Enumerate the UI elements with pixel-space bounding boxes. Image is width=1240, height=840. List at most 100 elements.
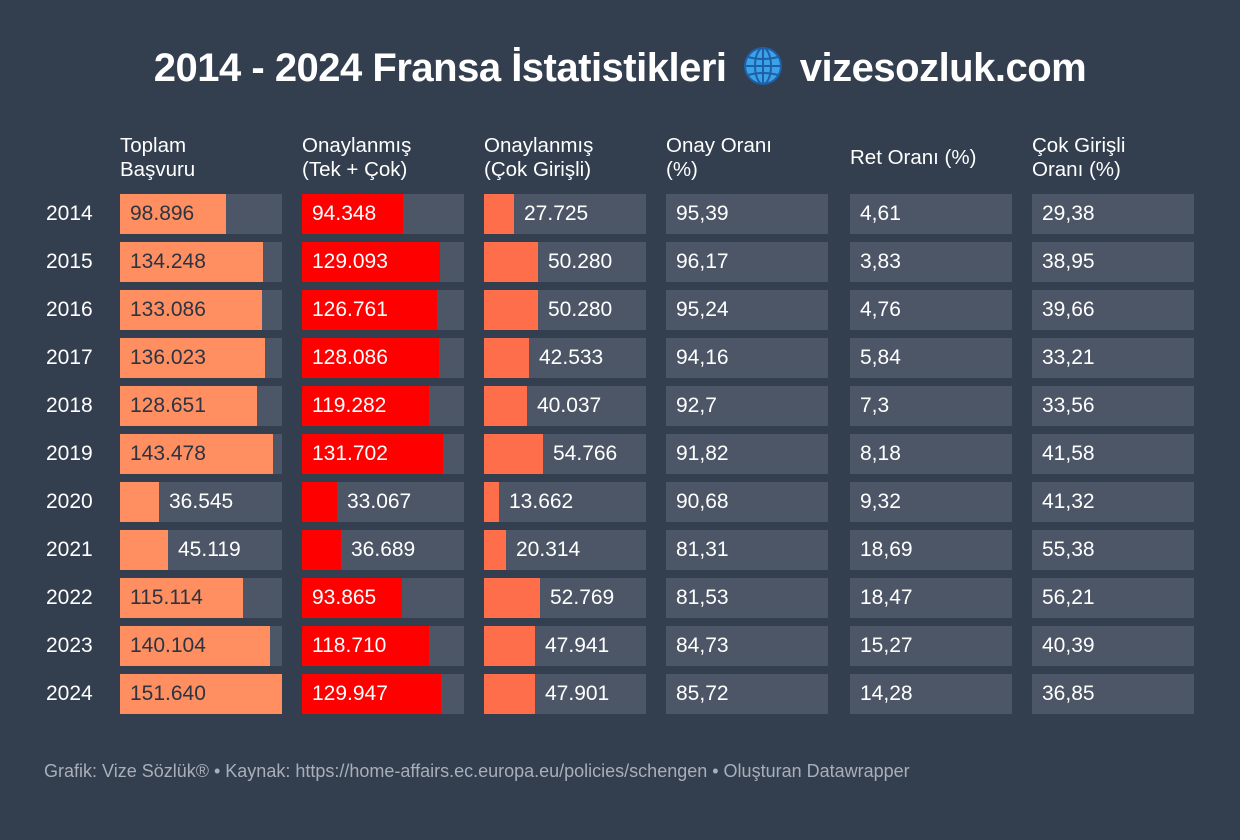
cell-value-label: 33.067	[347, 490, 412, 513]
cell-value-label: 41,58	[1042, 442, 1095, 465]
cell-value-label: 115.114	[130, 586, 203, 609]
cell-value-label: 90,68	[676, 490, 729, 513]
bar-onaylanmis-cok-girisli	[484, 530, 506, 570]
cell-value-label: 42.533	[539, 346, 604, 369]
cell-value-label: 47.901	[545, 682, 610, 705]
cell-onaylanmis-cok-girisli: 42.533	[484, 338, 646, 378]
bar-onaylanmis-tek-cok	[302, 578, 402, 618]
column-header-line: Çok Girişli	[1032, 134, 1126, 157]
cell-value-label: 38,95	[1042, 250, 1095, 273]
row-year-label: 2024	[46, 682, 93, 705]
cell-value-label: 126.761	[312, 298, 388, 321]
cell-cok-girisli-orani: 41,32	[1032, 482, 1194, 522]
cell-value-label: 9,32	[860, 490, 901, 513]
bar-onaylanmis-cok-girisli	[484, 290, 538, 330]
cell-value-label: 36.689	[351, 538, 416, 561]
row-year-label: 2014	[46, 202, 93, 225]
cell-value-label: 5,84	[860, 346, 901, 369]
cell-cok-girisli-orani: 33,21	[1032, 338, 1194, 378]
row-year-label: 2023	[46, 634, 93, 657]
cell-value-label: 3,83	[860, 250, 901, 273]
cell-value-label: 39,66	[1042, 298, 1095, 321]
cell-onay-orani: 85,72	[666, 674, 828, 714]
cell-toplam-basvuru: 151.640	[120, 674, 282, 714]
cell-onaylanmis-cok-girisli: 13.662	[484, 482, 646, 522]
bar-toplam-basvuru	[120, 578, 243, 618]
cell-value-label: 94,16	[676, 346, 729, 369]
cell-cok-girisli-orani: 29,38	[1032, 194, 1194, 234]
cell-value-label: 134.248	[130, 250, 206, 273]
cell-value-label: 33,56	[1042, 394, 1095, 417]
cell-onaylanmis-cok-girisli: 52.769	[484, 578, 646, 618]
cell-value-label: 18,69	[860, 538, 913, 561]
cell-ret-orani: 9,32	[850, 482, 1012, 522]
cell-toplam-basvuru: 98.896	[120, 194, 282, 234]
column-header-line: Onaylanmış	[484, 134, 594, 157]
cell-value-label: 95,39	[676, 202, 729, 225]
cell-toplam-basvuru: 136.023	[120, 338, 282, 378]
cell-onaylanmis-tek-cok: 128.086	[302, 338, 464, 378]
row-year-label: 2022	[46, 586, 93, 609]
cell-onay-orani: 92,7	[666, 386, 828, 426]
cell-ret-orani: 3,83	[850, 242, 1012, 282]
cell-onaylanmis-tek-cok: 93.865	[302, 578, 464, 618]
cell-onay-orani: 91,82	[666, 434, 828, 474]
cell-value-label: 7,3	[860, 394, 890, 417]
cell-value-label: 129.093	[312, 250, 388, 273]
cell-onaylanmis-tek-cok: 36.689	[302, 530, 464, 570]
bar-toplam-basvuru	[120, 674, 282, 714]
column-header-line: Ret Oranı (%)	[850, 146, 977, 169]
cell-cok-girisli-orani: 36,85	[1032, 674, 1194, 714]
cell-value-label: 4,61	[860, 202, 901, 225]
bar-onaylanmis-cok-girisli	[484, 194, 514, 234]
cell-ret-orani: 5,84	[850, 338, 1012, 378]
bar-toplam-basvuru	[120, 242, 263, 282]
column-header-line: Toplam	[120, 134, 187, 157]
column-header-line: Başvuru	[120, 158, 196, 181]
cell-value-label: 40,39	[1042, 634, 1095, 657]
cell-cok-girisli-orani: 40,39	[1032, 626, 1194, 666]
bar-toplam-basvuru	[120, 338, 265, 378]
cell-value-label: 56,21	[1042, 586, 1095, 609]
column-header-line: (Tek + Çok)	[302, 158, 408, 181]
cell-value-label: 15,27	[860, 634, 913, 657]
cell-value-label: 36.545	[169, 490, 234, 513]
bar-onaylanmis-tek-cok	[302, 434, 443, 474]
bar-onaylanmis-tek-cok	[302, 194, 403, 234]
cell-value-label: 118.710	[312, 634, 387, 657]
row-year-label: 2018	[46, 394, 93, 417]
cell-cok-girisli-orani: 56,21	[1032, 578, 1194, 618]
cell-value-label: 54.766	[553, 442, 618, 465]
cell-toplam-basvuru: 133.086	[120, 290, 282, 330]
cell-value-label: 84,73	[676, 634, 729, 657]
cell-onay-orani: 95,39	[666, 194, 828, 234]
column-header-line: (%)	[666, 158, 698, 181]
cell-value-label: 8,18	[860, 442, 901, 465]
cell-onay-orani: 96,17	[666, 242, 828, 282]
cell-value-label: 45.119	[178, 538, 241, 561]
cell-onaylanmis-tek-cok: 94.348	[302, 194, 464, 234]
column-header-line: (Çok Girişli)	[484, 158, 592, 181]
cell-value-label: 119.282	[312, 394, 387, 417]
bar-toplam-basvuru	[120, 482, 159, 522]
cell-onay-orani: 81,53	[666, 578, 828, 618]
cell-value-label: 50.280	[548, 298, 613, 321]
bar-onaylanmis-tek-cok	[302, 626, 429, 666]
cell-onaylanmis-tek-cok: 131.702	[302, 434, 464, 474]
cell-ret-orani: 4,76	[850, 290, 1012, 330]
bar-onaylanmis-cok-girisli	[484, 626, 535, 666]
cell-cok-girisli-orani: 33,56	[1032, 386, 1194, 426]
cell-value-label: 40.037	[537, 394, 602, 417]
cell-toplam-basvuru: 115.114	[120, 578, 282, 618]
cell-onaylanmis-tek-cok: 129.093	[302, 242, 464, 282]
cell-onaylanmis-cok-girisli: 47.941	[484, 626, 646, 666]
row-year-label: 2015	[46, 250, 93, 273]
column-header-onaylanmis-cok-girisli: Onaylanmış (Çok Girişli)	[484, 134, 593, 182]
column-header-cok-girisli-orani: Çok Girişli Oranı (%)	[1032, 134, 1125, 182]
column-header-line: Oranı (%)	[1032, 158, 1121, 181]
cell-cok-girisli-orani: 41,58	[1032, 434, 1194, 474]
cell-onaylanmis-cok-girisli: 40.037	[484, 386, 646, 426]
row-year-label: 2016	[46, 298, 93, 321]
cell-value-label: 151.640	[130, 682, 206, 705]
cell-onay-orani: 90,68	[666, 482, 828, 522]
